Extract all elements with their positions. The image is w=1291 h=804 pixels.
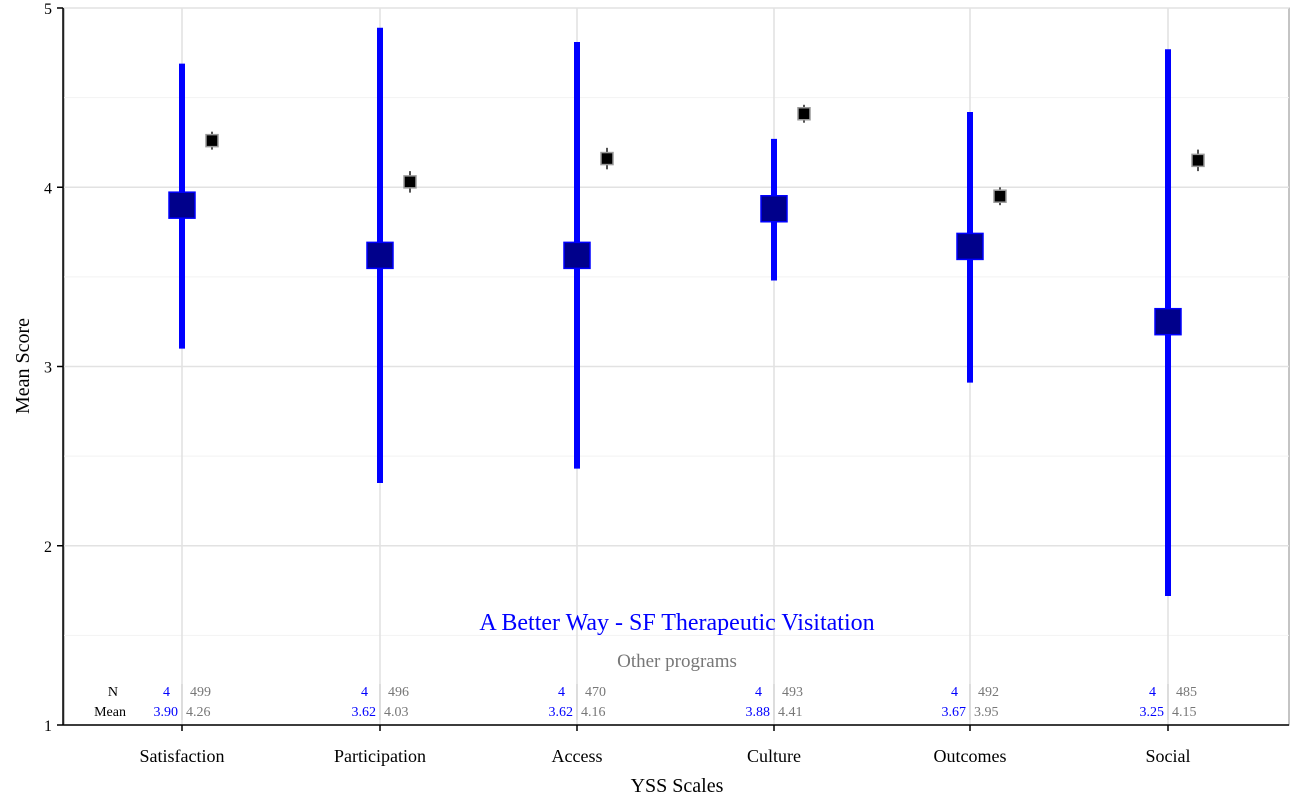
legend: A Better Way - SF Therapeutic Visitation… xyxy=(479,610,874,672)
program-mean-marker xyxy=(563,241,591,270)
table-other-mean: 4.26 xyxy=(186,705,211,720)
table-program-n: 4 xyxy=(951,685,958,700)
table-other-n: 470 xyxy=(585,685,606,700)
table-program-mean: 3.90 xyxy=(154,705,179,720)
table-program-mean: 3.62 xyxy=(352,705,377,720)
table-program-n: 4 xyxy=(558,685,565,700)
table-other-n: 492 xyxy=(978,685,999,700)
table-program-n: 4 xyxy=(163,685,170,700)
data-layer xyxy=(168,27,1205,596)
x-tick-label: Culture xyxy=(747,746,801,766)
summary-table: N Mean 4 3.90 499 4.26 4 3.62 496 4.03 4 3.62 470 4… xyxy=(94,684,1197,720)
table-program-mean: 3.25 xyxy=(1140,705,1165,720)
axes: 1 2 3 4 5 Satisfaction Participation Access Cult… xyxy=(44,1,1289,766)
program-mean-marker xyxy=(760,195,788,223)
table-program-mean: 3.88 xyxy=(746,705,771,720)
legend-other-label: Other programs xyxy=(617,651,737,672)
other-mean-marker xyxy=(205,133,219,148)
y-tick-label: 5 xyxy=(44,1,52,18)
x-tick-label: Social xyxy=(1146,746,1191,766)
x-tick-label: Outcomes xyxy=(934,746,1007,766)
y-tick-label: 3 xyxy=(44,360,52,377)
other-mean-marker xyxy=(797,107,811,121)
program-mean-marker xyxy=(1154,307,1182,336)
table-other-mean: 4.03 xyxy=(384,705,409,720)
program-mean-marker xyxy=(366,241,394,270)
table-label-n: N xyxy=(108,685,118,700)
x-tick-label: Satisfaction xyxy=(140,746,225,766)
table-other-n: 485 xyxy=(1176,685,1197,700)
other-mean-marker xyxy=(600,151,614,166)
legend-program-label: A Better Way - SF Therapeutic Visitation xyxy=(479,610,874,636)
x-tick-label: Access xyxy=(552,746,603,766)
table-other-mean: 3.95 xyxy=(974,705,999,720)
table-other-n: 496 xyxy=(388,685,409,700)
table-other-mean: 4.41 xyxy=(778,705,803,720)
other-mean-marker xyxy=(403,175,417,189)
program-mean-marker xyxy=(168,191,196,219)
y-tick-label: 2 xyxy=(44,539,52,556)
table-other-n: 499 xyxy=(190,685,211,700)
x-axis-title: YSS Scales xyxy=(631,775,724,797)
table-program-mean: 3.62 xyxy=(549,705,574,720)
table-other-mean: 4.15 xyxy=(1172,705,1197,720)
x-tick-label: Participation xyxy=(334,746,426,766)
table-program-n: 4 xyxy=(755,685,762,700)
table-other-n: 493 xyxy=(782,685,803,700)
y-tick-label: 4 xyxy=(44,180,52,197)
table-other-mean: 4.16 xyxy=(581,705,606,720)
other-mean-marker xyxy=(1191,153,1205,168)
table-program-n: 4 xyxy=(361,685,368,700)
y-axis-title: Mean Score xyxy=(12,318,34,414)
table-program-mean: 3.67 xyxy=(942,705,967,720)
table-program-n: 4 xyxy=(1149,685,1156,700)
other-mean-marker xyxy=(993,189,1007,203)
table-label-mean: Mean xyxy=(94,705,126,720)
y-tick-label: 1 xyxy=(44,718,52,735)
program-mean-marker xyxy=(956,232,984,261)
